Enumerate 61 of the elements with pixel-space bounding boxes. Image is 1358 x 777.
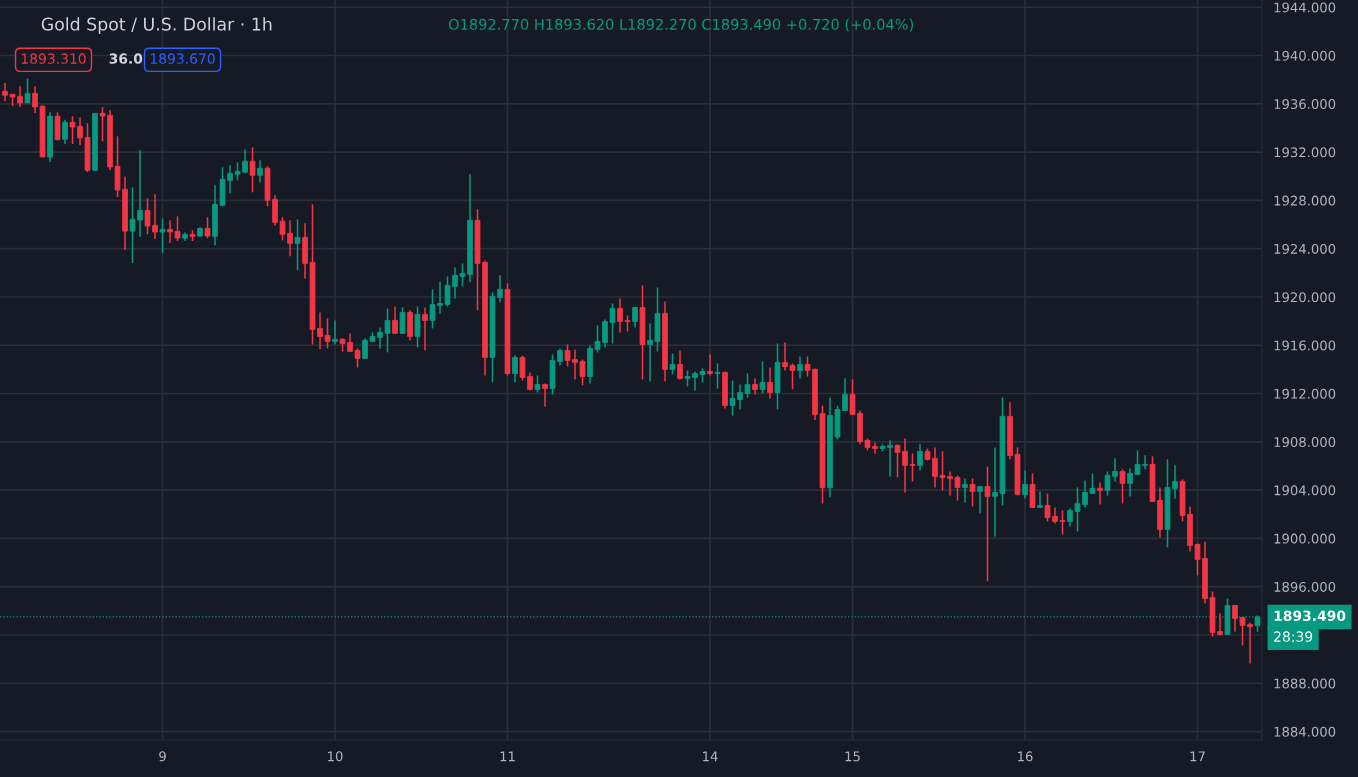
candlestick <box>707 353 713 377</box>
candlestick <box>677 349 683 381</box>
annotation: O1892.770 H1893.620 L1892.270 C1893.490 +0.720 (+0.04%) <box>448 18 914 32</box>
candlestick <box>984 465 991 583</box>
x-tick-label: 11 <box>500 751 515 762</box>
y-tick-label: 1916.000 <box>1274 340 1336 351</box>
candlestick <box>399 306 406 335</box>
candlestick <box>714 362 721 390</box>
candlestick <box>332 319 338 346</box>
candlestick <box>1097 481 1103 506</box>
candlestick <box>1022 469 1028 500</box>
candlestick <box>24 77 31 104</box>
x-tick-label: 10 <box>328 751 343 762</box>
candlestick <box>632 306 638 329</box>
y-tick-label: 1924.000 <box>1274 243 1336 254</box>
candlestick <box>917 443 923 472</box>
candlestick <box>1037 490 1043 509</box>
candlestick <box>962 477 968 504</box>
annotation: 36.0 <box>109 53 143 64</box>
candlestick <box>1029 472 1036 509</box>
annotation: 1893.310 <box>21 53 86 64</box>
text: 28:39 <box>1274 631 1313 642</box>
annotation: 1893.670 <box>150 53 215 64</box>
candlestick <box>294 218 301 272</box>
x-tick-label: 16 <box>1018 751 1033 762</box>
y-tick-label: 1928.000 <box>1274 195 1336 206</box>
candlestick <box>159 217 166 254</box>
x-tick-label: 15 <box>845 751 860 762</box>
ref-line-label: 1893.490 <box>1274 610 1346 622</box>
candlestick <box>392 305 398 335</box>
y-tick-label: 1900.000 <box>1274 533 1336 544</box>
candlestick <box>977 485 983 515</box>
y-tick-label: 1936.000 <box>1274 99 1336 110</box>
y-tick-label: 1920.000 <box>1274 292 1336 303</box>
candlestick <box>767 366 773 400</box>
candlestick <box>512 354 518 384</box>
x-tick-label: 17 <box>1190 751 1205 762</box>
y-tick-label: 1904.000 <box>1274 485 1336 496</box>
text: Gold Spot / U.S. Dollar · 1h <box>41 17 272 35</box>
y-tick-label: 1944.000 <box>1274 2 1336 13</box>
candlestick <box>422 306 428 352</box>
candlestick <box>249 146 256 194</box>
y-tick-label: 1940.000 <box>1274 50 1336 61</box>
candlestick <box>669 352 676 376</box>
candlestick <box>797 355 803 380</box>
candlestick <box>54 111 61 142</box>
y-tick-label: 1912.000 <box>1274 388 1336 399</box>
y-tick-label: 1896.000 <box>1274 581 1336 592</box>
x-tick-label: 9 <box>159 751 166 762</box>
candlestick <box>414 305 421 349</box>
y-tick-label: 1908.000 <box>1274 437 1336 448</box>
y-tick-label: 1932.000 <box>1274 147 1336 158</box>
y-tick-label: 1888.000 <box>1274 678 1336 689</box>
candlestick <box>204 216 211 239</box>
candlestick <box>257 159 263 184</box>
x-tick-label: 14 <box>703 751 718 762</box>
candlestick <box>1119 468 1126 505</box>
candlestick <box>759 360 766 395</box>
y-tick-label: 1884.000 <box>1274 726 1336 737</box>
candlestick <box>969 477 976 508</box>
candlestick <box>62 118 68 145</box>
